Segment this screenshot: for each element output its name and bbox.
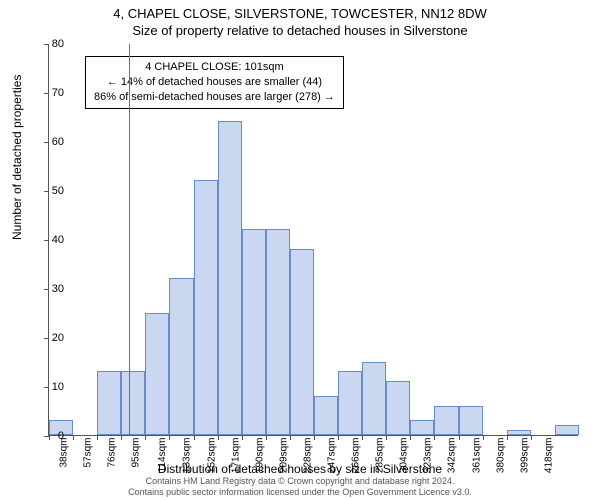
histogram-bar [434,406,458,435]
chart-container: 4 CHAPEL CLOSE: 101sqm ← 14% of detached… [48,44,578,436]
histogram-bar [218,121,242,435]
y-tick-label: 10 [34,381,64,393]
histogram-bar [314,396,338,435]
annotation-line2: ← 14% of detached houses are smaller (44… [94,75,335,90]
histogram-bar [362,362,386,436]
x-tick-mark [459,435,460,440]
histogram-bar [386,381,410,435]
y-axis-label: Number of detached properties [10,75,24,240]
y-tick-label: 50 [34,185,64,197]
histogram-bar [410,420,434,435]
x-tick-mark [194,435,195,440]
x-tick-mark [73,435,74,440]
x-tick-mark [169,435,170,440]
x-tick-mark [507,435,508,440]
x-tick-mark [434,435,435,440]
histogram-bar [290,249,314,435]
histogram-bar [145,313,169,436]
histogram-bar [459,406,483,435]
marker-line [129,44,130,435]
histogram-bar [97,371,121,435]
x-tick-mark [483,435,484,440]
x-tick-mark [290,435,291,440]
y-tick-label: 30 [34,283,64,295]
attribution-text: Contains HM Land Registry data © Crown c… [0,476,600,498]
x-tick-mark [338,435,339,440]
x-tick-mark [97,435,98,440]
x-tick-mark [266,435,267,440]
y-tick-label: 40 [34,234,64,246]
histogram-bar [242,229,266,435]
x-tick-mark [410,435,411,440]
x-tick-mark [314,435,315,440]
x-tick-mark [362,435,363,440]
y-tick-label: 70 [34,87,64,99]
histogram-bar [266,229,290,435]
plot-area: 4 CHAPEL CLOSE: 101sqm ← 14% of detached… [48,44,578,436]
x-tick-mark [218,435,219,440]
x-tick-mark [242,435,243,440]
histogram-bar [338,371,362,435]
y-tick-label: 20 [34,332,64,344]
attribution-line2: Contains public sector information licen… [0,487,600,498]
annotation-box: 4 CHAPEL CLOSE: 101sqm ← 14% of detached… [85,56,344,109]
histogram-bar [194,180,218,435]
annotation-line3: 86% of semi-detached houses are larger (… [94,90,335,105]
y-tick-label: 60 [34,136,64,148]
histogram-bar [169,278,193,435]
y-tick-label: 80 [34,38,64,50]
x-tick-mark [145,435,146,440]
page-title-address: 4, CHAPEL CLOSE, SILVERSTONE, TOWCESTER,… [0,6,600,21]
x-tick-mark [121,435,122,440]
annotation-line1: 4 CHAPEL CLOSE: 101sqm [94,60,335,75]
histogram-bar [121,371,145,435]
y-tick-label: 0 [34,430,64,442]
attribution-line1: Contains HM Land Registry data © Crown c… [0,476,600,487]
x-tick-mark [531,435,532,440]
x-tick-mark [386,435,387,440]
histogram-bar [555,425,579,435]
histogram-bar [507,430,531,435]
page-title-subtitle: Size of property relative to detached ho… [0,23,600,38]
x-axis-label: Distribution of detached houses by size … [0,462,600,476]
